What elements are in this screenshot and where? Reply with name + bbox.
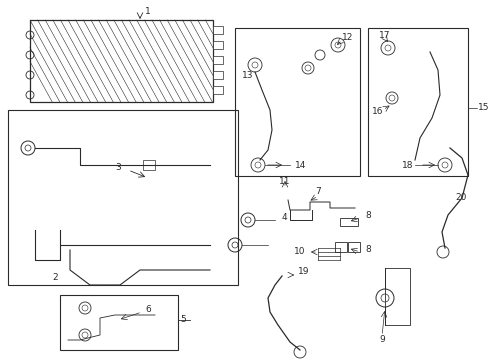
Text: 5: 5	[180, 315, 185, 324]
Bar	[8, 110, 238, 285]
Bar	[339, 218, 357, 226]
Bar	[142, 160, 155, 170]
Text: 10: 10	[293, 248, 305, 256]
Text: 3: 3	[115, 163, 121, 172]
Bar	[367, 28, 467, 176]
Bar	[384, 268, 409, 325]
Text: 11: 11	[279, 177, 290, 186]
Text: 8: 8	[365, 246, 370, 255]
Text: 14: 14	[294, 161, 306, 170]
Text: 16: 16	[371, 108, 383, 117]
Text: 17: 17	[379, 31, 390, 40]
Text: 15: 15	[477, 104, 488, 112]
Text: 7: 7	[314, 188, 320, 197]
Bar	[30, 20, 213, 102]
Text: 4: 4	[282, 213, 287, 222]
Bar	[60, 295, 178, 350]
Bar	[213, 86, 223, 94]
Bar	[213, 26, 223, 34]
Text: 13: 13	[242, 71, 253, 80]
Bar	[347, 242, 359, 252]
Text: 2: 2	[52, 274, 58, 283]
Text: 8: 8	[365, 211, 370, 220]
Text: 6: 6	[145, 306, 151, 315]
Text: 20: 20	[454, 194, 466, 202]
Text: 18: 18	[401, 161, 413, 170]
Bar	[235, 28, 359, 176]
Bar	[334, 242, 346, 252]
Bar	[213, 71, 223, 79]
Text: 9: 9	[378, 336, 384, 345]
Text: 19: 19	[297, 267, 309, 276]
Text: 1: 1	[145, 8, 151, 17]
Bar	[213, 56, 223, 64]
Bar	[213, 41, 223, 49]
Text: 12: 12	[341, 33, 353, 42]
